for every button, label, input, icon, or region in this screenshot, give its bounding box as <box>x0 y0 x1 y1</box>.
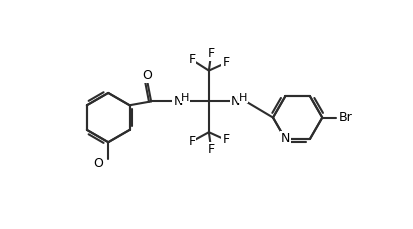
Text: O: O <box>142 69 152 82</box>
Text: F: F <box>207 47 214 60</box>
Text: N: N <box>280 132 290 145</box>
Text: Br: Br <box>338 111 351 124</box>
Text: H: H <box>238 93 246 103</box>
Text: F: F <box>222 56 229 69</box>
Text: N: N <box>173 95 182 108</box>
Text: F: F <box>188 53 195 66</box>
Text: N: N <box>230 95 240 108</box>
Text: F: F <box>188 135 195 148</box>
Text: O: O <box>93 157 103 170</box>
Text: F: F <box>207 143 214 156</box>
Text: H: H <box>180 93 189 103</box>
Text: F: F <box>222 134 229 146</box>
